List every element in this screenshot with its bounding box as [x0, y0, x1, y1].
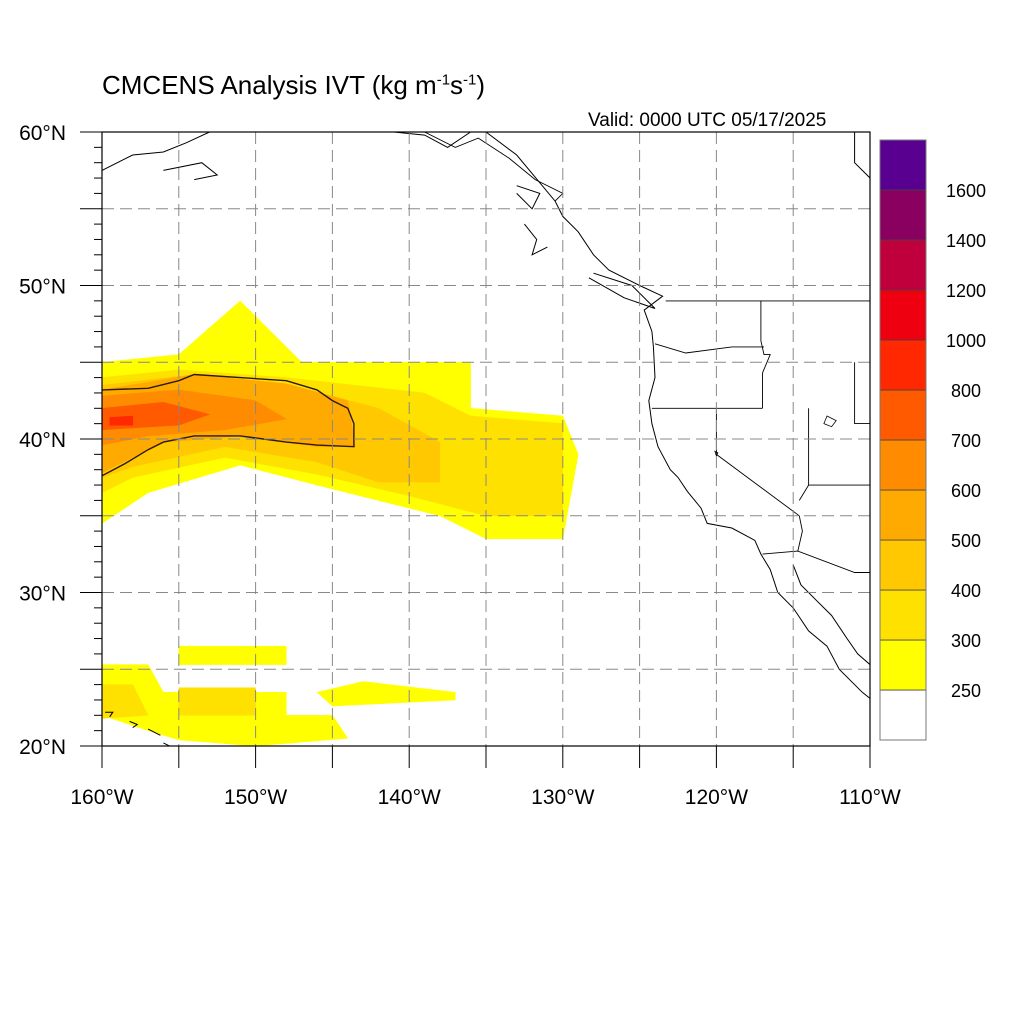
border-7 [760, 300, 771, 409]
colorbar-label: 800 [951, 381, 981, 401]
colorbar-label: 1200 [946, 281, 986, 301]
colorbar-label: 700 [951, 431, 981, 451]
y-tick-label: 60°N [19, 122, 66, 145]
colorbar-box [879, 339, 927, 391]
colorbar-box [879, 639, 927, 691]
x-tick-label: 110°W [839, 786, 901, 809]
coastline-0 [485, 132, 870, 699]
x-tick-label: 120°W [685, 786, 748, 809]
axis-ticks [80, 131, 871, 768]
y-tick-label: 50°N [19, 276, 66, 299]
colorbar-label: 1600 [946, 181, 986, 201]
title-end: ) [476, 70, 486, 100]
ivt-region-800-11 [109, 415, 133, 426]
colorbar-label: 500 [951, 531, 981, 551]
coastline-4 [163, 162, 219, 181]
colorbar-box [879, 689, 927, 741]
colorbar-box [879, 289, 927, 341]
colorbar-label: 1000 [946, 331, 986, 351]
coastline-8 [854, 132, 870, 179]
coastline-3 [102, 132, 210, 171]
colorbar: 250 300 400 500 600 700 800 1000 1200 1400 1600 [879, 139, 986, 741]
colorbar-box [879, 439, 927, 491]
coastlines-and-borders [102, 132, 870, 746]
title-mid: s [450, 70, 464, 100]
border-6 [715, 408, 800, 517]
border-9 [798, 408, 810, 501]
colorbar-label: 1400 [946, 231, 986, 251]
border-10 [854, 362, 870, 425]
ivt-region-250-1 [178, 645, 287, 665]
title-exponent-1: -1 [436, 71, 451, 89]
x-tick-label: 150°W [224, 786, 287, 809]
colorbar-box [879, 389, 927, 441]
ivt-contour-line [102, 373, 355, 477]
valid-time-label: Valid: 0000 UTC 05/17/2025 [588, 110, 827, 131]
coastline-6 [524, 223, 548, 256]
title-main: CMCENS Analysis IVT (kg m [102, 70, 437, 100]
x-tick-label: 130°W [531, 786, 594, 809]
colorbar-box [879, 589, 927, 641]
colorbar-label: 250 [951, 681, 981, 701]
coastline-2 [393, 132, 471, 148]
lake-0 [823, 415, 837, 428]
x-tick-label: 160°W [70, 786, 133, 809]
ivt-shading [102, 300, 579, 746]
coastline-1 [792, 564, 870, 665]
lake-1 [714, 450, 719, 457]
y-tick-label: 20°N [19, 736, 66, 759]
lat-lon-grid [102, 132, 870, 746]
colorbar-box [879, 539, 927, 591]
colorbar-box [879, 239, 927, 291]
colorbar-label: 600 [951, 481, 981, 501]
colorbar-box [879, 189, 927, 241]
border-12 [797, 515, 803, 552]
border-8 [654, 343, 764, 354]
colorbar-label: 400 [951, 581, 981, 601]
ivt-region-250-3 [316, 681, 456, 707]
colorbar-frame [879, 139, 927, 741]
ivt-region-300-6 [102, 684, 149, 719]
coastline-12 [163, 742, 171, 746]
colorbar-box [879, 489, 927, 541]
ivt-region-300-5 [178, 687, 256, 716]
coastline-7 [588, 272, 656, 309]
y-tick-label: 40°N [19, 429, 66, 452]
y-tick-label: 30°N [19, 583, 66, 606]
coastline-5 [516, 185, 541, 210]
coastline-11 [147, 728, 161, 736]
coastline-9 [105, 711, 114, 718]
coastline-10 [129, 720, 139, 729]
border-3 [762, 550, 870, 573]
title-exponent-2: -1 [463, 71, 477, 89]
x-tick-label: 140°W [378, 786, 441, 809]
colorbar-label: 300 [951, 631, 981, 651]
ivt-contour [102, 373, 355, 477]
border-2 [424, 132, 564, 202]
map-title: CMCENS Analysis IVT (kg m-1s-1) [102, 70, 485, 101]
colorbar-box [879, 139, 927, 191]
axis-labels: 160°W 150°W 140°W 130°W 120°W 110°W 20°N 30°N 40… [19, 122, 901, 809]
